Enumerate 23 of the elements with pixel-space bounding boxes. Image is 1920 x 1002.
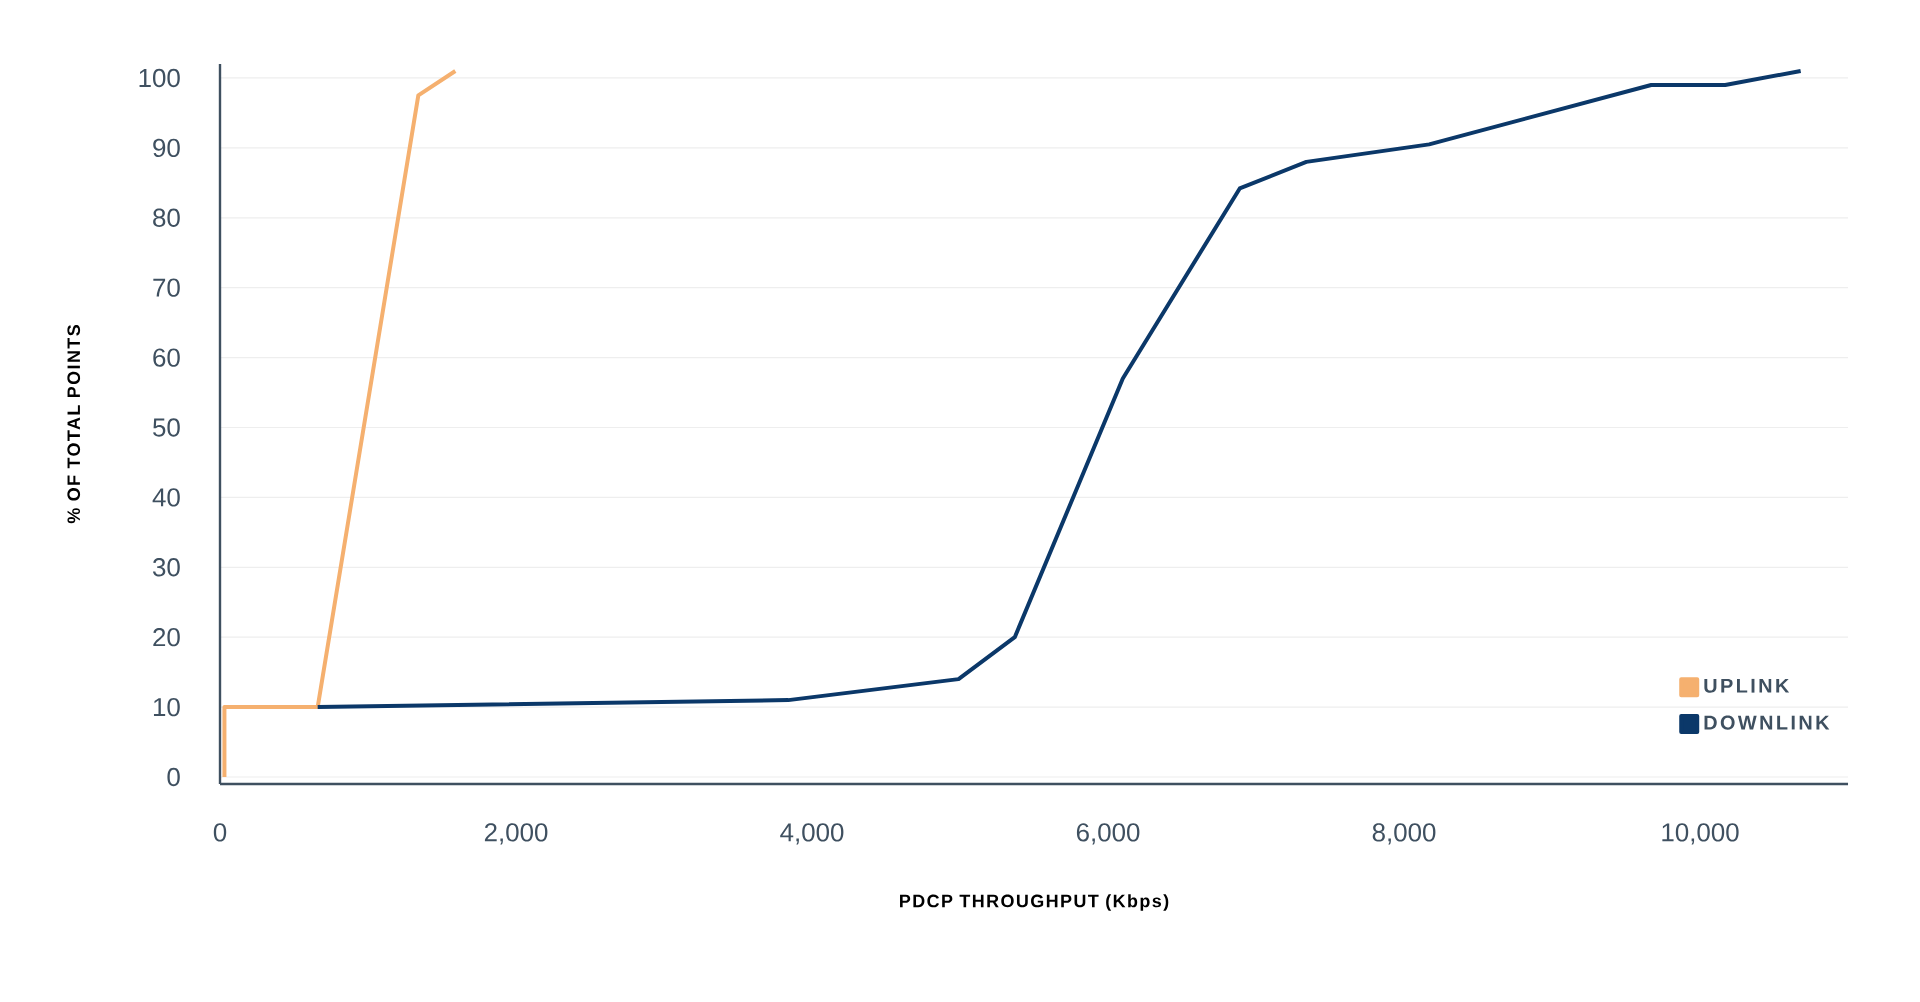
y-tick-label: 90 — [153, 138, 180, 158]
y-axis-title: % OF TOTAL POINTS — [67, 325, 81, 524]
y-tick-label: 100 — [139, 68, 180, 88]
x-tick-label: 2,000 — [484, 823, 548, 845]
x-tick-label: 0 — [213, 823, 227, 842]
legend-label: DOWNLINK — [1704, 715, 1830, 730]
legend-label: UPLINK — [1704, 678, 1790, 693]
y-tick-label: 0 — [167, 767, 180, 787]
y-tick-label: 10 — [153, 697, 180, 717]
y-tick-label: 30 — [153, 558, 180, 577]
y-tick-label: 40 — [152, 488, 180, 507]
y-tick-label: 60 — [153, 348, 180, 367]
line-series — [222, 68, 458, 780]
x-tick-label: 10,000 — [1662, 823, 1739, 845]
y-tick-label: 80 — [153, 208, 180, 227]
line-series — [315, 68, 1803, 710]
x-tick-label: 6,000 — [1076, 823, 1140, 845]
y-tick-label: 50 — [153, 418, 180, 437]
x-tick-label: 4,000 — [780, 823, 844, 845]
x-tick-label: 8,000 — [1372, 823, 1436, 845]
x-axis-title: PDCP THROUGHPUT (Kbps) — [900, 894, 1169, 911]
y-tick-label: 20 — [153, 628, 180, 647]
y-tick-label: 70 — [153, 278, 180, 297]
